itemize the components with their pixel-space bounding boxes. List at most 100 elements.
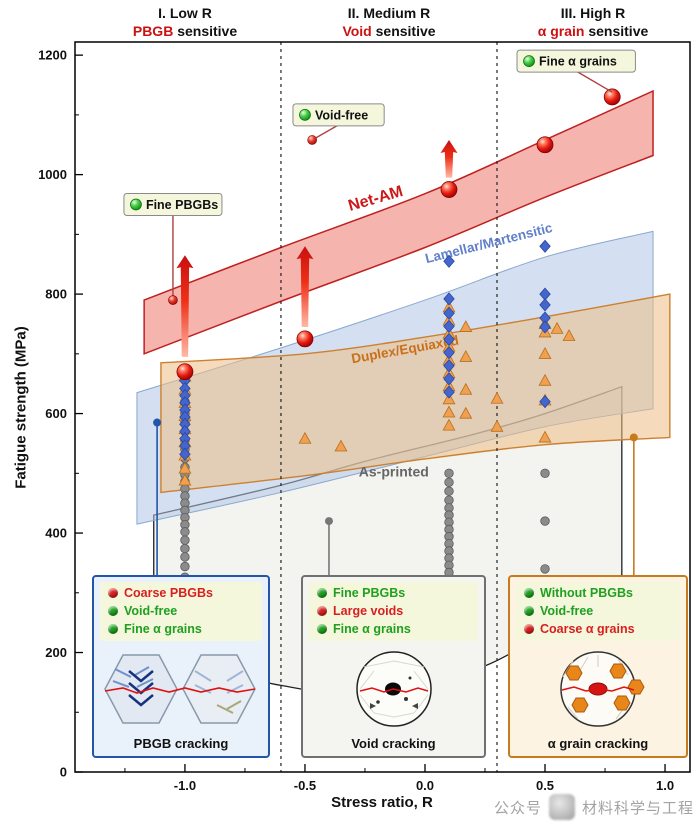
data-point [178,461,192,474]
band-duplex-equiaxed [160,293,671,494]
x-tick-label: 1.0 [656,778,674,793]
data-point [180,535,190,545]
legend-item: Coarse PBGBs [108,585,254,602]
data-point [443,254,455,268]
legend-item-label: Large voids [333,603,404,618]
callout-stem [575,70,613,93]
data-point [443,332,455,347]
data-point [442,405,456,418]
legend-box-alpha-grain-cracking: Without PBGBs Void-free Coarse α grains [508,575,688,758]
data-point-sphere [440,181,458,198]
data-point [562,329,576,341]
red-dot-icon [108,588,118,599]
data-point [538,346,552,359]
legend-item-list: Fine PBGBs Large voids Fine α grains [309,582,478,641]
legend-box-void-cracking: Fine PBGBs Large voids Fine α grains Void … [301,575,486,758]
axes: 0 200 400 600 800 1000 1200 -1.0 -0.5 0.0 0.5 1.0 [38,41,691,793]
y-tick-label: 200 [45,645,67,660]
callout-label: Fine α grains [539,55,617,69]
data-point [538,373,552,386]
watermark-suffix: 材料科学与工程 [581,799,694,817]
legend-item-label: Coarse PBGBs [124,586,213,600]
legend-caption: α grain cracking [547,736,649,751]
callout-box [292,103,385,127]
watermark-prefix: 公众号 [493,799,542,817]
data-point [459,406,473,419]
green-dot-icon [523,55,535,67]
data-point [180,561,190,572]
legend-item-label: Fine α grains [124,621,202,636]
data-point [443,372,455,386]
legend-item: Fine α grains [317,621,470,638]
callout-tip-dot [307,135,317,145]
data-point [298,431,312,444]
green-dot-icon [524,606,534,617]
data-point [442,418,456,431]
x-axis-label: Stress ratio, R [331,794,433,811]
green-dot-icon [524,588,534,599]
box-connectors [153,418,638,577]
watermark: 公众号 材料科学与工程 [494,794,694,820]
callout-stem [311,124,339,141]
red-dot-icon [317,606,327,617]
up-arrow-icon [176,255,194,357]
region-title: III. High R [560,5,626,21]
data-point [459,349,473,362]
legend-box-pbgb-cracking: Coarse PBGBs Void-free Fine α grains [92,575,270,758]
legend-item-list: Coarse PBGBs Void-free Fine α grains [100,582,262,641]
legend-item: Coarse α grains [524,621,672,638]
connector-dot [324,517,333,526]
x-tick-label: 0.0 [416,778,434,793]
data-point-sphere [536,136,554,154]
data-point [334,439,348,452]
data-point [459,320,473,332]
y-tick-label: 1200 [38,48,67,63]
data-point [178,473,192,486]
y-tick-label: 800 [45,287,67,302]
callout-tip-dot [168,295,178,305]
data-point [443,292,455,306]
data-point-sphere [296,330,314,348]
data-point [180,543,190,554]
data-point [444,495,454,505]
x-tick-label: -1.0 [174,778,196,793]
green-dot-icon [108,624,118,635]
data-point [539,395,551,409]
data-point [550,321,564,334]
connector-dot [629,433,638,442]
improvement-arrows [176,139,458,357]
data-point [180,552,190,562]
data-point [443,306,455,320]
data-point [539,298,551,312]
legend-item-label: Void-free [540,603,594,618]
up-arrow-icon [440,139,458,178]
legend-item-list: Without PBGBs Void-free Coarse α grains [516,582,680,641]
alpha-grain-cracking-illustration [510,643,686,736]
legend-item: Large voids [317,603,470,620]
data-point [538,430,552,443]
legend-item-label: Without PBGBs [540,586,633,600]
legend-item: Fine PBGBs [317,585,470,602]
region-rest: sensitive [177,23,238,40]
watermark-logo [548,794,575,820]
pbgb-cracking-illustration [94,643,268,736]
legend-item-label: Fine PBGBs [333,586,406,600]
data-point [539,320,551,334]
data-point [180,527,190,537]
region-rest: sensitive [375,23,436,40]
data-point-sphere [176,363,194,381]
y-axis-label: Fatigue strength (MPa) [12,326,30,489]
up-arrow-icon [296,246,314,327]
region-highlight: PBGB [132,23,174,40]
data-point [539,239,551,253]
data-point [459,382,473,395]
data-point [179,447,191,461]
green-dot-icon [299,109,311,121]
callout-label: Void-free [315,108,368,122]
x-tick-label: 0.5 [536,778,554,793]
green-dot-icon [317,624,327,635]
region-title: I. Low R [158,5,212,21]
region-header-low-r: I. Low R PBGB sensitive [95,4,275,40]
series-lamellar-martensitic [179,239,551,461]
